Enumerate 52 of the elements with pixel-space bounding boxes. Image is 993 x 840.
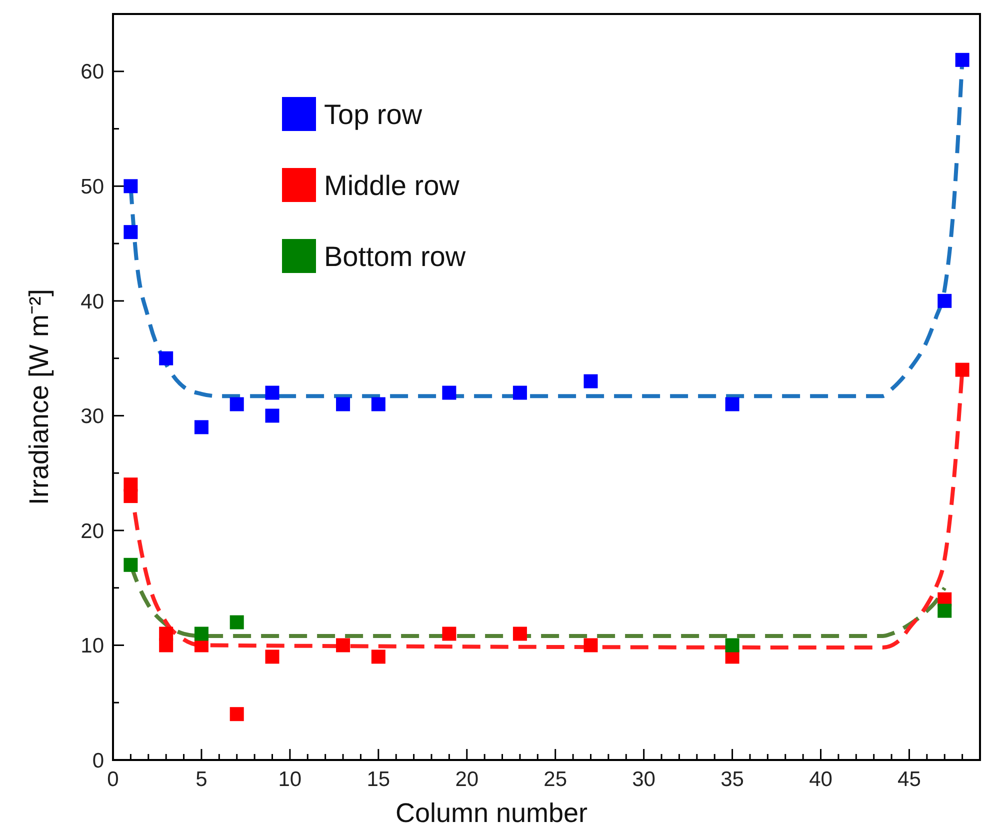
point	[336, 638, 350, 652]
y-tick-label: 60	[80, 60, 104, 84]
point	[371, 650, 386, 664]
point	[938, 294, 952, 308]
point	[938, 604, 952, 618]
y-tick-label: 50	[80, 176, 104, 199]
point	[124, 179, 138, 194]
y-tick-label: 20	[80, 520, 104, 543]
x-tick-label: 30	[632, 768, 656, 791]
point	[159, 351, 174, 366]
x-tick-label: 10	[278, 768, 302, 791]
point	[955, 362, 970, 377]
x-tick-label: 45	[898, 768, 921, 791]
point	[512, 626, 527, 641]
x-tick-label: 5	[196, 768, 208, 791]
point	[124, 225, 138, 240]
legend-label: Middle row	[324, 170, 460, 201]
point	[159, 638, 174, 652]
x-tick-label: 35	[720, 768, 744, 791]
x-axis-title: Column number	[395, 798, 588, 828]
point	[194, 626, 208, 641]
y-tick-label: 40	[80, 290, 104, 314]
x-tick-label: 0	[107, 768, 119, 791]
point	[230, 615, 244, 630]
x-tick-label: 15	[366, 768, 390, 791]
point	[265, 650, 280, 664]
point	[265, 408, 280, 423]
y-tick-label: 0	[92, 749, 104, 772]
point	[442, 626, 456, 641]
point	[230, 397, 244, 412]
point	[230, 707, 244, 722]
point	[124, 489, 138, 504]
legend-label: Bottom row	[324, 240, 466, 272]
point	[194, 420, 208, 434]
point	[955, 52, 970, 67]
y-tick-label: 10	[80, 634, 104, 658]
point	[442, 386, 456, 400]
point	[725, 638, 740, 652]
point	[584, 638, 598, 652]
point	[124, 558, 138, 572]
point	[725, 397, 740, 412]
x-tick-label: 20	[455, 768, 479, 791]
y-axis-title: Irradiance [W m⁻²]	[24, 288, 54, 506]
x-tick-label: 25	[544, 768, 568, 791]
point	[265, 386, 280, 400]
legend-label: Top row	[324, 98, 423, 130]
point	[336, 397, 350, 412]
point	[512, 386, 527, 400]
point	[584, 374, 598, 388]
point	[371, 397, 386, 412]
y-tick-label: 30	[80, 405, 104, 428]
x-tick-label: 40	[809, 768, 832, 791]
